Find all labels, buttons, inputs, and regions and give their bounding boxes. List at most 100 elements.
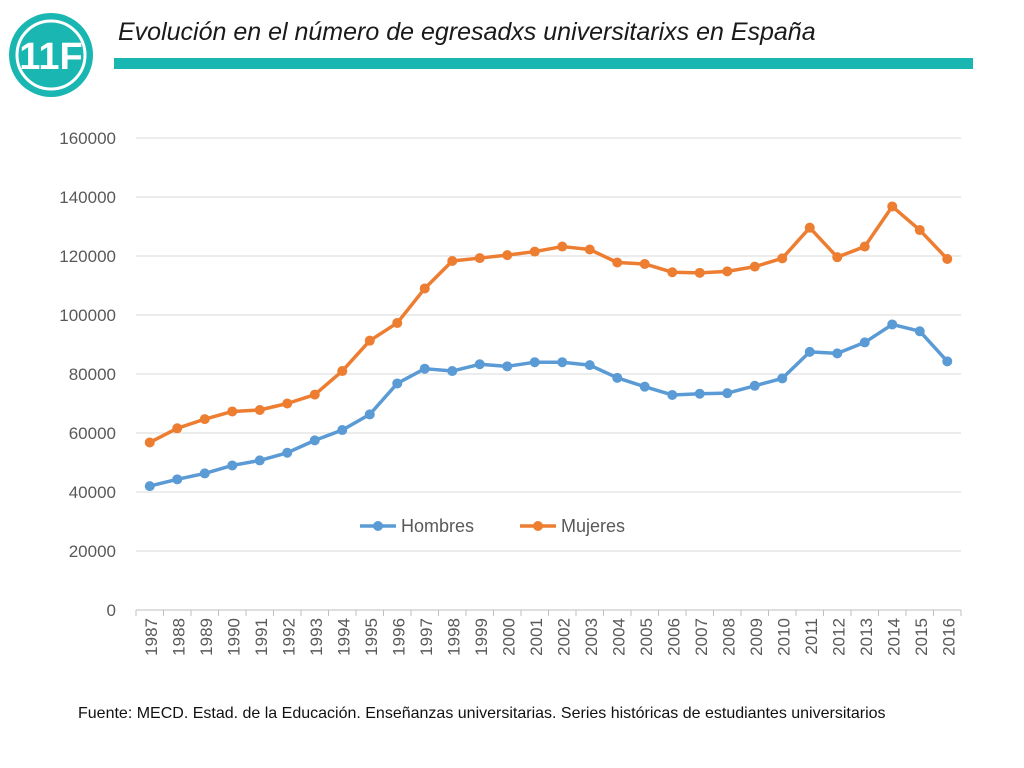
11f-logo: 11F (9, 13, 93, 97)
data-point-hombres (639, 381, 650, 392)
x-tick-label: 2013 (857, 618, 876, 656)
data-point-mujeres (502, 250, 513, 261)
data-point-hombres (502, 361, 513, 372)
legend-label-mujeres: Mujeres (561, 516, 625, 536)
legend-label-hombres: Hombres (401, 516, 474, 536)
data-point-mujeres (749, 261, 760, 272)
x-tick-label: 2006 (664, 618, 683, 656)
x-tick-label: 2004 (609, 618, 628, 656)
x-tick-label: 2016 (939, 618, 958, 656)
data-point-hombres (749, 380, 760, 391)
line-chart: 0 20000 40000 60000 80000 100000 120000 140000 1… (59, 129, 962, 656)
y-tick-label: 20000 (69, 542, 116, 561)
x-tick-label: 2003 (582, 618, 601, 656)
data-point-hombres (419, 363, 430, 374)
data-point-mujeres (529, 246, 540, 257)
x-tick-label: 1991 (252, 618, 271, 656)
source-note: Fuente: MECD. Estad. de la Educación. En… (78, 705, 886, 722)
data-point-mujeres (832, 252, 843, 263)
data-point-hombres (942, 356, 953, 367)
page-title: Evolución en el número de egresadxs univ… (118, 18, 816, 46)
logo-circle (9, 13, 93, 97)
x-tick-label: 1992 (279, 618, 298, 656)
data-point-mujeres (612, 257, 623, 268)
x-tick-label: 2007 (692, 618, 711, 656)
data-point-mujeres (557, 241, 568, 252)
data-point-hombres (474, 359, 485, 370)
data-point-hombres (722, 388, 733, 399)
data-point-hombres (337, 425, 348, 436)
data-point-mujeres (172, 423, 183, 434)
y-tick-label: 80000 (69, 365, 116, 384)
data-point-hombres (144, 481, 155, 492)
x-tick-label: 2010 (774, 618, 793, 656)
x-tick-label: 2015 (912, 618, 931, 656)
data-point-mujeres (309, 389, 320, 400)
x-tick-label: 2001 (527, 618, 546, 656)
x-tick-label: 1988 (169, 618, 188, 656)
data-point-mujeres (584, 244, 595, 255)
data-point-mujeres (227, 406, 238, 417)
data-point-mujeres (859, 241, 870, 252)
x-tick-label: 2011 (802, 618, 821, 655)
data-point-mujeres (694, 267, 705, 278)
y-tick-label: 160000 (59, 129, 116, 148)
data-point-mujeres (474, 253, 485, 264)
data-point-mujeres (887, 201, 898, 212)
data-point-mujeres (392, 317, 403, 328)
series-line-hombres (149, 322, 949, 488)
data-point-hombres (254, 455, 265, 466)
data-point-hombres (199, 468, 210, 479)
data-point-hombres (859, 337, 870, 348)
x-tick-label: 1993 (307, 618, 326, 656)
x-tick-label: 1987 (142, 618, 161, 656)
y-tick-label: 100000 (59, 306, 116, 325)
data-point-hombres (392, 378, 403, 389)
data-point-mujeres (914, 225, 925, 236)
x-tick-label: 1990 (224, 618, 243, 656)
title-underline (114, 58, 973, 69)
data-point-mujeres (942, 253, 953, 264)
data-point-hombres (694, 388, 705, 399)
data-point-hombres (282, 447, 293, 458)
x-tick-label: 1989 (197, 618, 216, 656)
data-point-hombres (914, 326, 925, 337)
data-point-mujeres (722, 266, 733, 277)
data-point-mujeres (144, 437, 155, 448)
data-point-hombres (584, 360, 595, 371)
x-tick-label: 1997 (417, 618, 436, 656)
data-point-mujeres (419, 283, 430, 294)
data-point-hombres (447, 366, 458, 377)
data-point-hombres (777, 373, 788, 384)
y-tick-label: 0 (107, 601, 116, 620)
x-tick-label: 2002 (554, 618, 573, 656)
data-point-hombres (667, 389, 678, 400)
y-tick-label: 60000 (69, 424, 116, 443)
data-point-hombres (529, 357, 540, 368)
y-tick-label: 40000 (69, 483, 116, 502)
x-tick-label: 1994 (334, 618, 353, 656)
data-point-hombres (172, 474, 183, 485)
data-point-hombres (832, 348, 843, 359)
data-point-mujeres (282, 398, 293, 409)
x-tick-label: 1995 (362, 618, 381, 656)
x-tick-label: 2014 (884, 618, 903, 656)
data-point-hombres (557, 357, 568, 368)
x-tick-label: 1998 (444, 618, 463, 656)
x-tick-label: 2005 (637, 618, 656, 656)
data-point-hombres (612, 372, 623, 383)
data-point-hombres (887, 319, 898, 330)
logo-ring (15, 19, 87, 91)
series-line-mujeres (148, 204, 949, 444)
data-point-mujeres (199, 414, 210, 425)
x-tick-label: 2012 (829, 618, 848, 656)
data-point-mujeres (804, 222, 815, 233)
data-point-mujeres (254, 404, 265, 415)
data-point-mujeres (447, 256, 458, 267)
y-tick-label: 140000 (59, 188, 116, 207)
legend-marker-mujeres (533, 521, 543, 531)
logo-text: 11F (19, 36, 82, 78)
data-point-hombres (364, 409, 375, 420)
data-point-mujeres (777, 253, 788, 264)
data-point-hombres (804, 346, 815, 357)
